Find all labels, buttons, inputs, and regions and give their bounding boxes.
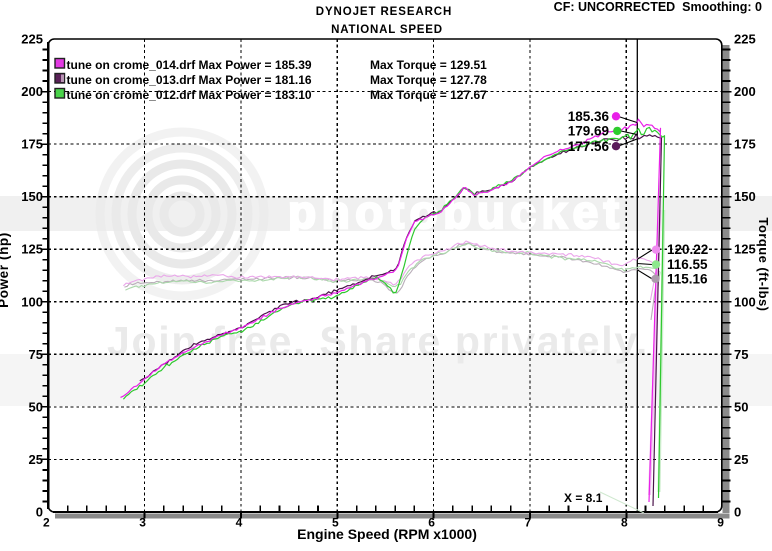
svg-text:175: 175: [734, 137, 756, 152]
svg-text:75: 75: [29, 347, 43, 362]
svg-text:175: 175: [21, 137, 43, 152]
svg-text:7: 7: [525, 516, 532, 530]
svg-text:125: 125: [734, 242, 756, 257]
svg-text:8: 8: [621, 516, 628, 530]
svg-text:200: 200: [21, 84, 43, 99]
svg-text:150: 150: [734, 189, 756, 204]
svg-text:25: 25: [734, 452, 748, 467]
svg-text:177.56: 177.56: [568, 139, 610, 154]
svg-text:225: 225: [21, 32, 43, 47]
svg-text:photobucket: photobucket: [288, 186, 624, 238]
svg-text:0: 0: [36, 505, 43, 520]
svg-text:125: 125: [21, 242, 43, 257]
svg-text:tune on crome_014.drf Max Powe: tune on crome_014.drf Max Power = 185.39: [67, 58, 312, 72]
svg-text:Max Torque = 129.51: Max Torque = 129.51: [370, 58, 487, 72]
svg-text:CF: UNCORRECTED Smoothing: 0: CF: UNCORRECTED Smoothing: 0: [554, 0, 762, 14]
svg-text:100: 100: [21, 294, 43, 309]
svg-text:Torque (ft-lbs): Torque (ft-lbs): [756, 218, 771, 312]
svg-text:115.16: 115.16: [667, 272, 708, 287]
svg-text:tune on crome_013.drf Max Powe: tune on crome_013.drf Max Power = 181.16: [67, 73, 312, 87]
svg-text:75: 75: [734, 347, 748, 362]
svg-text:50: 50: [29, 399, 43, 414]
svg-text:Join free. Share privately.: Join free. Share privately.: [107, 318, 649, 364]
svg-text:9: 9: [717, 516, 724, 530]
svg-text:150: 150: [21, 189, 43, 204]
svg-text:DYNOJET RESEARCH: DYNOJET RESEARCH: [316, 6, 452, 18]
svg-text:4: 4: [236, 516, 243, 530]
svg-text:tune on crome_012.drf Max Powe: tune on crome_012.drf Max Power = 183.10: [67, 88, 312, 102]
svg-text:X = 8.1: X = 8.1: [564, 491, 603, 505]
svg-text:200: 200: [734, 84, 756, 99]
svg-text:116.55: 116.55: [667, 257, 708, 272]
svg-text:5: 5: [332, 516, 339, 530]
svg-text:225: 225: [734, 32, 756, 47]
svg-text:179.69: 179.69: [568, 124, 609, 139]
svg-text:3: 3: [139, 516, 146, 530]
svg-text:Engine Speed (RPM x1000): Engine Speed (RPM x1000): [297, 526, 477, 542]
svg-text:2: 2: [43, 516, 50, 530]
svg-text:0: 0: [734, 505, 741, 520]
svg-text:50: 50: [734, 399, 748, 414]
svg-text:25: 25: [29, 452, 43, 467]
svg-text:185.36: 185.36: [568, 109, 610, 124]
svg-text:6: 6: [428, 516, 435, 530]
svg-text:Max Torque = 127.67: Max Torque = 127.67: [370, 88, 487, 102]
svg-text:120.22: 120.22: [667, 242, 708, 257]
svg-text:NATIONAL SPEED: NATIONAL SPEED: [331, 24, 443, 36]
svg-text:Power (hp): Power (hp): [0, 232, 11, 308]
svg-text:100: 100: [734, 294, 756, 309]
svg-text:Max Torque = 127.78: Max Torque = 127.78: [370, 73, 487, 87]
